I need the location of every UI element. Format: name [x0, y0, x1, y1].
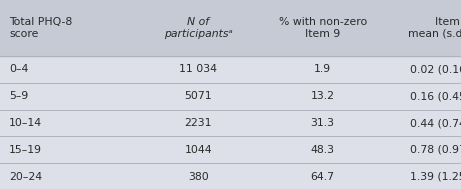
- Text: 10–14: 10–14: [9, 118, 42, 128]
- Text: 64.7: 64.7: [311, 172, 335, 182]
- Text: 1.9: 1.9: [314, 64, 331, 74]
- Text: 0.02 (0.16): 0.02 (0.16): [410, 64, 461, 74]
- Text: 0.44 (0.74): 0.44 (0.74): [410, 118, 461, 128]
- Text: Total PHQ-8
score: Total PHQ-8 score: [9, 17, 72, 39]
- Bar: [0, 0, 461, 56]
- Bar: [0, 83, 461, 110]
- Text: 13.2: 13.2: [311, 91, 335, 101]
- Text: 0–4: 0–4: [9, 64, 29, 74]
- Text: 31.3: 31.3: [311, 118, 335, 128]
- Text: N of
participantsᵃ: N of participantsᵃ: [164, 17, 233, 39]
- Bar: [0, 136, 461, 163]
- Text: 0.78 (0.97): 0.78 (0.97): [410, 145, 461, 155]
- Bar: [0, 110, 461, 136]
- Text: 0.16 (0.45): 0.16 (0.45): [410, 91, 461, 101]
- Bar: [0, 163, 461, 190]
- Text: 2231: 2231: [184, 118, 212, 128]
- Text: 1044: 1044: [184, 145, 212, 155]
- Text: 11 034: 11 034: [179, 64, 217, 74]
- Text: 20–24: 20–24: [9, 172, 42, 182]
- Text: 1.39 (1.25): 1.39 (1.25): [410, 172, 461, 182]
- Text: Item 9
mean (s.d.): Item 9 mean (s.d.): [408, 17, 461, 39]
- Text: 15–19: 15–19: [9, 145, 42, 155]
- Bar: [0, 56, 461, 83]
- Text: 380: 380: [188, 172, 209, 182]
- Text: 5071: 5071: [184, 91, 212, 101]
- Text: 5–9: 5–9: [9, 91, 29, 101]
- Text: 48.3: 48.3: [311, 145, 335, 155]
- Text: % with non-zero
Item 9: % with non-zero Item 9: [278, 17, 367, 39]
